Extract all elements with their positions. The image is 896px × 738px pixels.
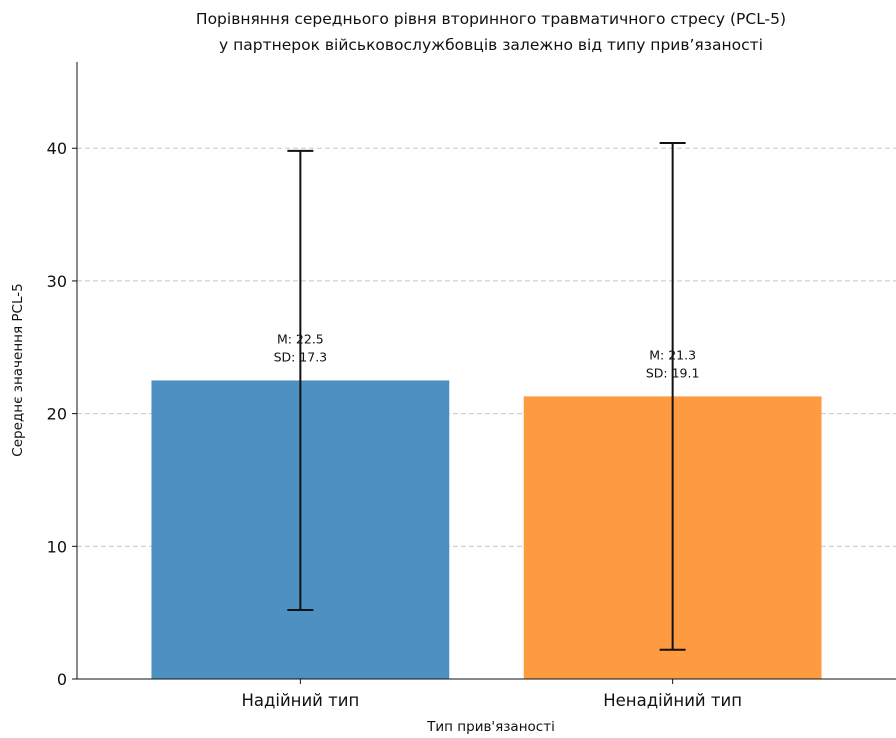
- x-tick-label: Надійний тип: [241, 691, 359, 710]
- y-tick-label: 0: [57, 670, 67, 689]
- bar-data-label: SD: 19.1: [646, 365, 700, 380]
- x-axis-label: Тип прив'язаності: [426, 719, 555, 735]
- x-tick-label: Ненадійний тип: [603, 691, 742, 710]
- bar-data-label: M: 21.3: [649, 347, 696, 362]
- bars: [151, 380, 822, 679]
- y-tick-label: 10: [47, 537, 67, 556]
- x-axis-ticks: Надійний тип Ненадійний тип: [241, 679, 742, 710]
- y-tick-label: 30: [47, 272, 67, 291]
- y-tick-label: 40: [47, 139, 67, 158]
- chart-title-line-1: Порівняння середнього рівня вторинного т…: [196, 10, 786, 28]
- error-bars: [287, 141, 686, 651]
- y-axis-ticks: 0 10 20 30 40: [47, 139, 77, 689]
- chart-title-line-2: у партнерок військовослужбовців залежно …: [219, 36, 763, 54]
- bar-data-label: SD: 17.3: [274, 349, 328, 364]
- y-axis-label: Середнє значення PCL-5: [10, 283, 26, 456]
- axes: [76, 62, 896, 680]
- y-tick-label: 20: [47, 405, 67, 424]
- bar-data-label: M: 22.5: [277, 331, 324, 346]
- chart-title: Порівняння середнього рівня вторинного т…: [196, 10, 786, 54]
- bar-annotations: M: 22.5 SD: 17.3 M: 21.3 SD: 19.1: [274, 331, 700, 380]
